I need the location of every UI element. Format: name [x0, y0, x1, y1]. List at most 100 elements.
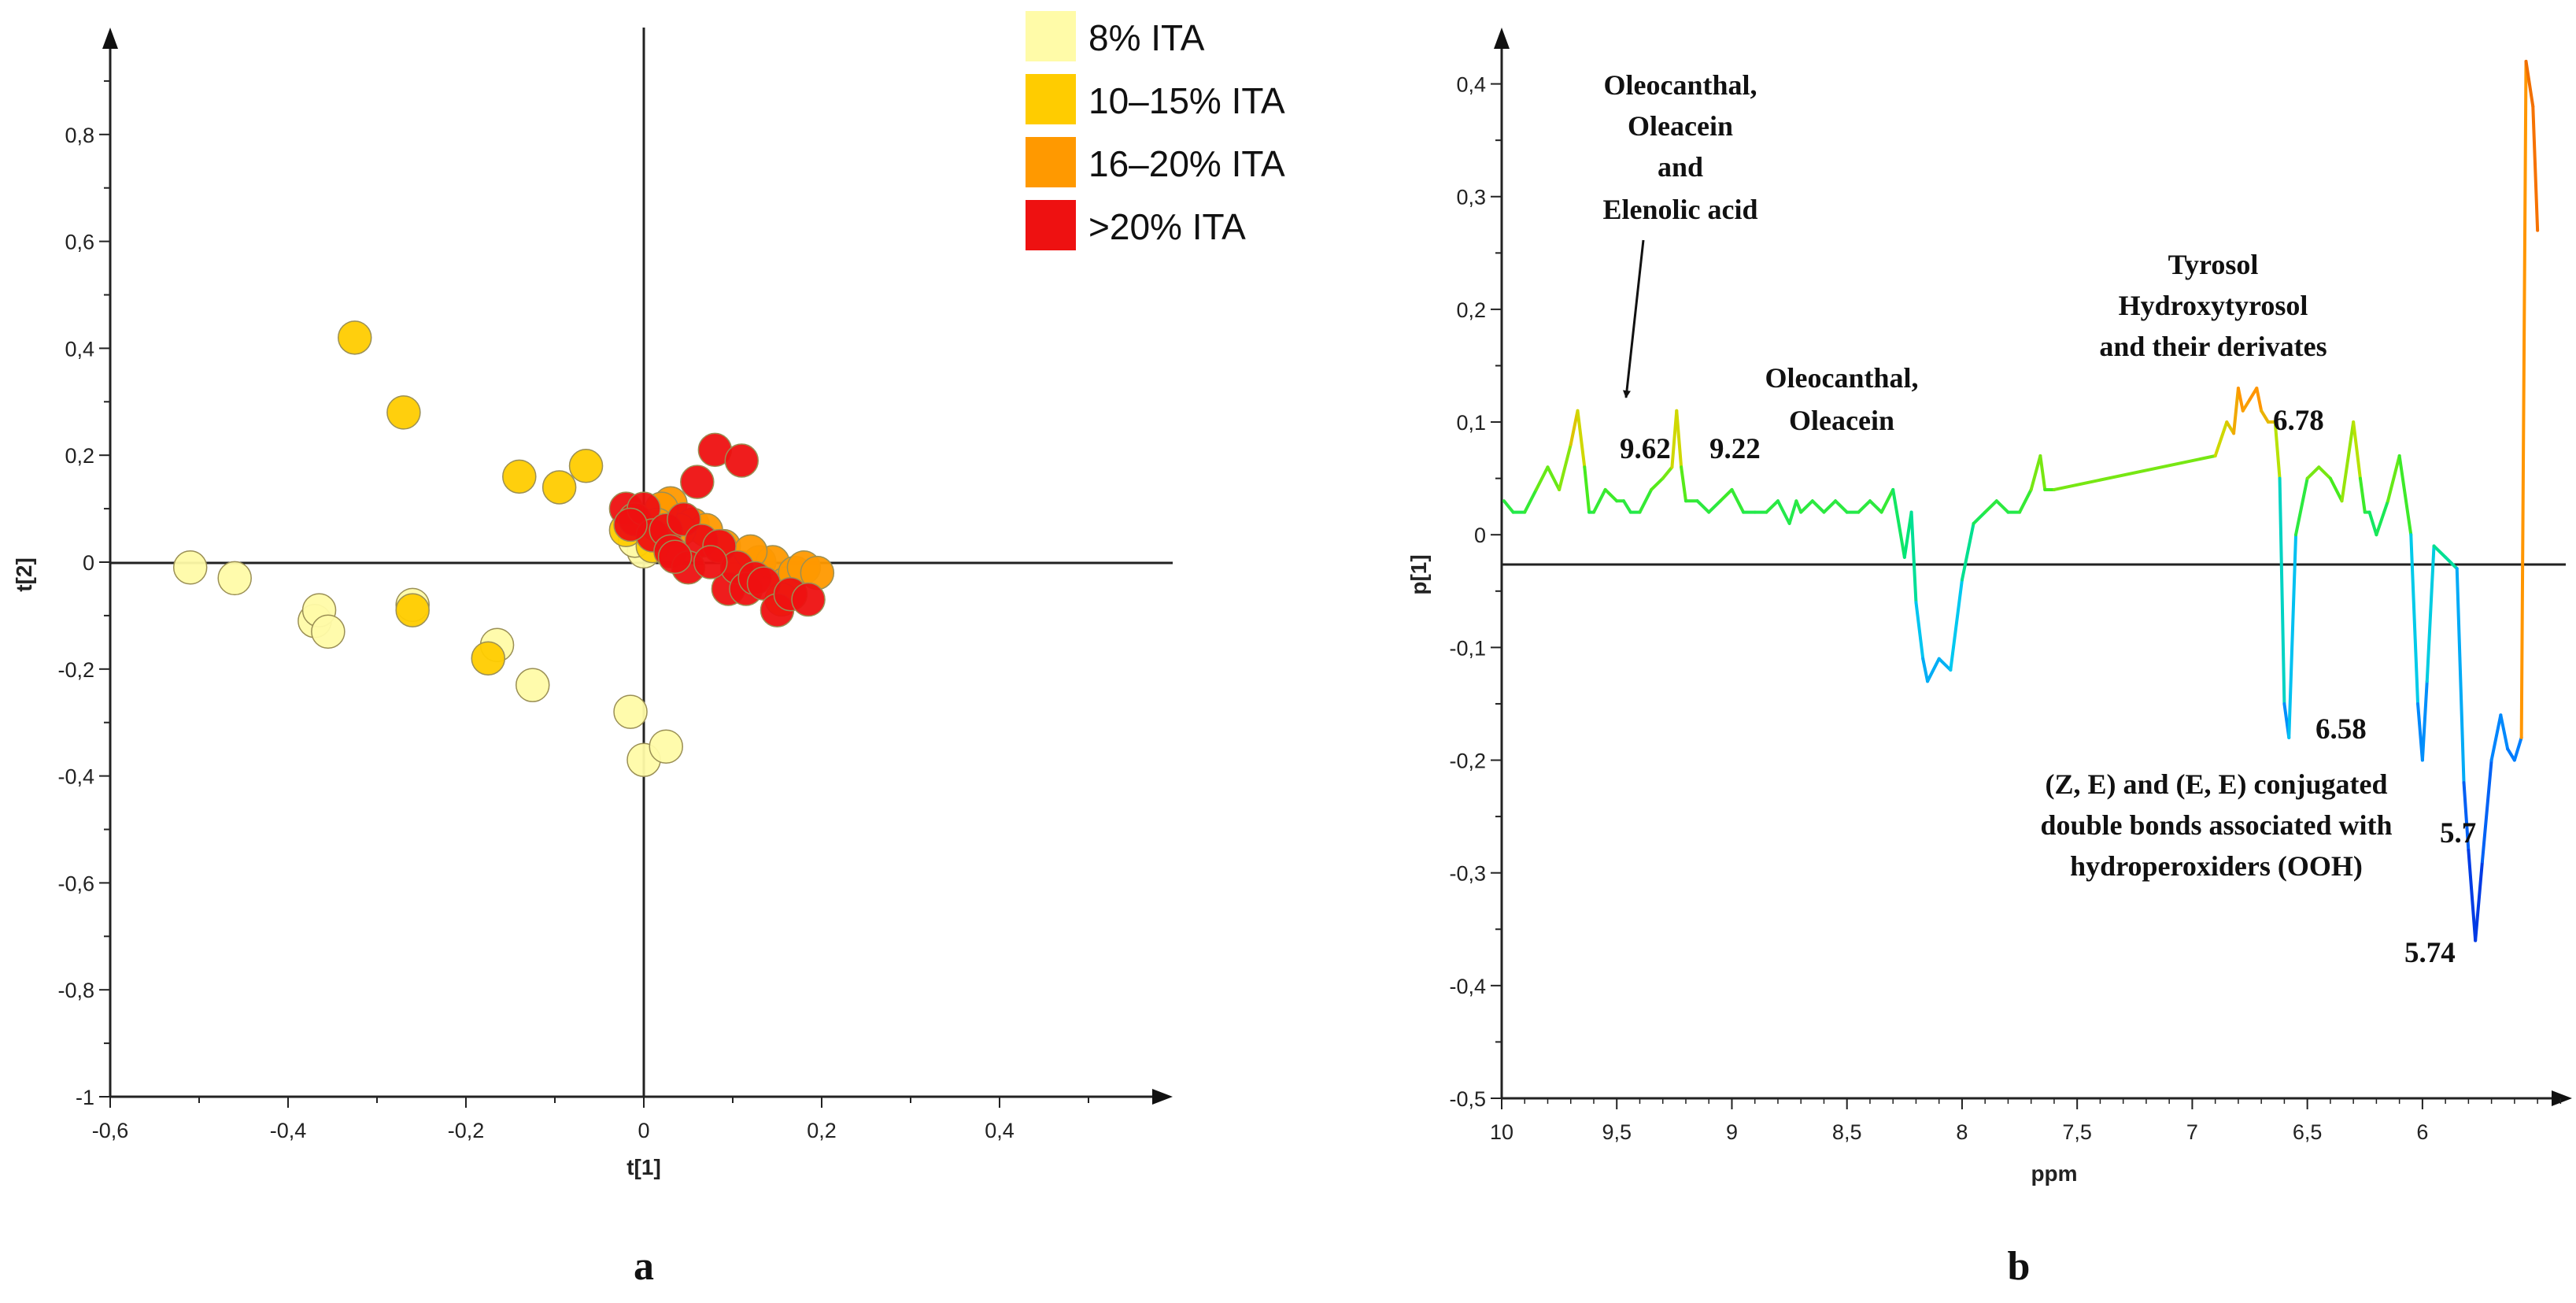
x-tick-label: 8 — [1956, 1120, 1968, 1144]
loading-line-segment — [1523, 487, 1538, 514]
loading-line-segment — [2420, 679, 2429, 762]
y-tick-label: 0 — [83, 551, 94, 575]
panel-b-loading-plot: 10 9,5 9 8,5 8 7,5 7 6,5 6 -0,5 -0,4 -0,3 -0,2 -0,1 0 0… — [1406, 28, 2572, 1186]
annotation-oleocanthal-oleacein: Oleocanthal, Oleacein — [1765, 362, 1919, 436]
loading-line-segment — [2462, 781, 2471, 853]
loading-line-segment — [1534, 465, 1550, 491]
loading-line-segment — [2524, 59, 2535, 109]
y-tick-label: -0,4 — [57, 765, 94, 789]
legend-swatch-8 — [1026, 11, 1076, 61]
y-tick-label: -1 — [76, 1086, 94, 1109]
legend-label-20plus: >20% ITA — [1088, 206, 1246, 247]
point-8-ita — [516, 668, 550, 702]
point-10-15-ita — [395, 593, 430, 627]
x-tick-label: 10 — [1490, 1120, 1513, 1144]
annotation-tyrosol: Tyrosol Hydroxytyrosol and their derivat… — [2099, 249, 2327, 362]
point-20-ita — [613, 507, 648, 542]
panel-a-y-axis-arrow — [102, 28, 118, 49]
loading-line-segment — [1787, 499, 1798, 525]
y-tick-label: -0,2 — [57, 658, 94, 682]
annotation-conjugated-double-bonds: (Z, E) and (E, E) conjugated double bond… — [2040, 768, 2392, 882]
x-tick-label: 7 — [2186, 1120, 2198, 1144]
annotation-oleocanthal-elenolic: Oleocanthal, Oleacein and Elenolic acid — [1603, 69, 1758, 398]
y-tick-label: 0,2 — [1456, 298, 1486, 322]
loading-line-segment — [2294, 476, 2309, 537]
loading-line-segment — [1546, 465, 1561, 491]
annotation-line: Oleocanthal, — [1765, 362, 1919, 394]
loading-line-segment — [1921, 657, 1930, 683]
x-tick-label: 9 — [1726, 1120, 1738, 1144]
loading-line-segment — [1576, 409, 1587, 469]
point-10-15-ita — [541, 470, 577, 505]
panel-b-ticks: 10 9,5 9 8,5 8 7,5 7 6,5 6 -0,5 -0,4 -0,3 -0,2 -0,1 0 0… — [1449, 73, 2562, 1144]
loading-line-segment — [1718, 487, 1734, 503]
loading-line-segment — [2499, 713, 2510, 751]
point-8-ita — [217, 561, 252, 596]
point-10-15-ita — [338, 320, 372, 355]
loading-line-segment — [1949, 578, 1964, 672]
y-tick-label: -0,1 — [1449, 636, 1486, 660]
loading-line-segment — [1960, 521, 1975, 582]
loading-line-segment — [1983, 499, 1998, 514]
loading-line-segment — [2213, 420, 2229, 457]
annotation-line: Oleocanthal, — [1604, 69, 1757, 101]
loading-line-segment — [2425, 544, 2436, 683]
annotation-line: Oleacein — [1789, 405, 1894, 436]
y-tick-label: 0,6 — [65, 231, 94, 254]
peak-label-6-58: 6.58 — [2315, 713, 2367, 746]
panel-a-x-axis-arrow — [1152, 1089, 1173, 1105]
loading-line-segment — [1680, 465, 1687, 503]
annotation-line: Oleacein — [1628, 110, 1733, 142]
annotation-line: Tyrosol — [2168, 249, 2259, 280]
loading-line-segment — [2029, 454, 2042, 491]
loading-line-segment — [1914, 601, 1925, 661]
y-tick-label: -0,4 — [1449, 975, 1486, 998]
legend-label-8: 8% ITA — [1088, 17, 1205, 58]
y-tick-label: -0,6 — [57, 872, 94, 895]
panel-b-loading-line — [1502, 59, 2540, 942]
loading-line-segment — [1650, 476, 1665, 491]
panel-label-b: b — [2008, 1244, 2031, 1289]
legend-swatch-10-15 — [1026, 74, 1076, 124]
loading-line-segment — [1591, 487, 1607, 514]
x-tick-label: 0,4 — [985, 1119, 1015, 1142]
peak-label-5-74: 5.74 — [2404, 937, 2456, 969]
loading-line-segment — [1994, 499, 2010, 514]
x-tick-label: 8,5 — [1832, 1120, 1862, 1144]
y-tick-label: 0,4 — [65, 337, 94, 361]
loading-line-segment — [2367, 510, 2378, 537]
loading-line-segment — [2287, 533, 2298, 739]
loading-line-segment — [1583, 465, 1591, 514]
loading-line-segment — [1730, 487, 1746, 514]
loading-line-segment — [1622, 499, 1632, 514]
loading-line-segment — [2519, 59, 2528, 739]
y-tick-label: 0 — [1474, 524, 1486, 547]
loading-line-segment — [1972, 510, 1987, 525]
x-tick-label: 6 — [2416, 1120, 2428, 1144]
panel-a-score-plot: -0,6 -0,4 -0,2 0 0,2 0,4 -1 -0,8 -0,6 -0,4 -0,2 0 0,… — [12, 28, 1173, 1179]
y-tick-label: 0,4 — [1456, 73, 1486, 97]
loading-line-segment — [2241, 398, 2252, 413]
loading-line-segment — [2489, 713, 2503, 762]
point-8-ita — [311, 614, 346, 650]
loading-line-segment — [2432, 544, 2448, 559]
loading-line-segment — [2273, 420, 2282, 480]
legend: 8% ITA 10–15% ITA 16–20% ITA >20% ITA — [1026, 11, 1285, 250]
point-10-15-ita — [568, 449, 604, 483]
loading-line-segment — [2386, 454, 2401, 503]
loading-line-segment — [1926, 657, 1941, 683]
loading-line-segment — [1868, 499, 1883, 514]
loading-line-segment — [1695, 499, 1711, 514]
panel-a-x-label: t[1] — [626, 1155, 661, 1179]
loading-line-segment — [1765, 499, 1780, 514]
loading-line-segment — [2317, 465, 2332, 480]
loading-line-segment — [2260, 409, 2270, 424]
point-20-ita — [657, 539, 693, 574]
loading-line-segment — [2358, 476, 2367, 514]
point-10-15-ita — [502, 459, 537, 494]
loading-line-segment — [2340, 420, 2356, 503]
annotation-line: double bonds associated with — [2040, 809, 2392, 841]
loading-line-segment — [1502, 499, 1515, 514]
loading-line-segment — [2018, 487, 2033, 514]
